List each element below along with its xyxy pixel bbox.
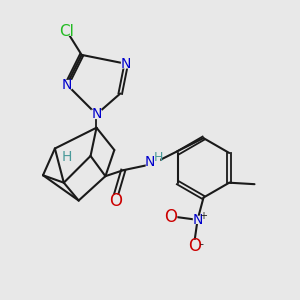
- Text: O: O: [109, 192, 122, 210]
- Text: H: H: [153, 151, 163, 164]
- FancyBboxPatch shape: [146, 158, 160, 168]
- Text: Cl: Cl: [59, 24, 74, 39]
- Text: N: N: [121, 57, 131, 71]
- Text: +: +: [199, 211, 207, 221]
- Text: N: N: [192, 213, 203, 227]
- FancyBboxPatch shape: [193, 216, 202, 224]
- Text: O: O: [164, 208, 177, 226]
- Text: N: N: [145, 155, 155, 169]
- FancyBboxPatch shape: [190, 240, 200, 249]
- FancyBboxPatch shape: [167, 212, 177, 221]
- Text: -: -: [199, 238, 203, 249]
- Text: O: O: [188, 237, 201, 255]
- FancyBboxPatch shape: [62, 154, 71, 161]
- FancyBboxPatch shape: [60, 26, 73, 36]
- Text: N: N: [91, 107, 102, 121]
- FancyBboxPatch shape: [121, 59, 132, 69]
- FancyBboxPatch shape: [61, 80, 72, 89]
- Text: H: H: [61, 150, 72, 164]
- FancyBboxPatch shape: [111, 195, 121, 203]
- FancyBboxPatch shape: [91, 110, 102, 119]
- Text: N: N: [61, 78, 72, 92]
